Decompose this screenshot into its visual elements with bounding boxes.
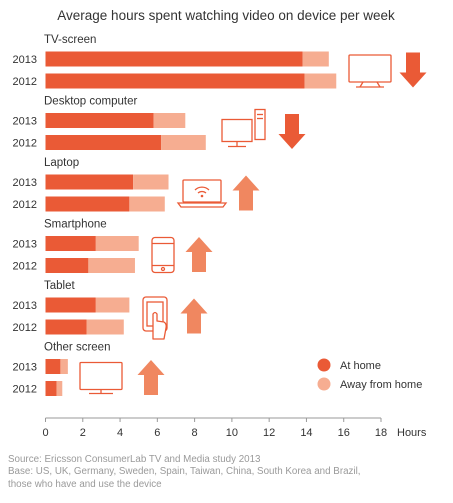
legend-label: Away from home [340,379,422,391]
year-label: 2012 [13,199,37,211]
year-label: 2013 [13,300,37,312]
year-label: 2012 [13,384,37,396]
device-group: Desktop computer 2013 2012 [13,96,306,150]
legend-label: At home [340,360,381,372]
year-label: 2013 [13,362,37,374]
device-group: Laptop 2013 2012 [13,157,260,212]
trend-down-arrow-icon [278,114,306,149]
x-tick-label: 10 [226,427,238,439]
laptop-screen-shape [182,179,222,203]
device-group: Other screen 2013 2012 [13,342,165,396]
laptop-base-shape [176,202,228,208]
bar-away-from-home [95,297,130,313]
bar-at-home [45,319,87,335]
base-note-line-2: those who have and use the device [8,478,162,490]
bar-away-from-home [302,51,329,67]
bar-away-from-home [56,381,63,396]
bar-away-from-home [95,236,139,251]
x-tick-label: 16 [338,427,350,439]
x-tick-label: 8 [192,427,198,439]
device-label: Other screen [44,342,110,354]
x-tick-label: 6 [154,427,160,439]
trend-up-arrow-icon [137,360,165,395]
bar-at-home [45,381,57,396]
tv-leg-shape [359,81,364,88]
year-label: 2013 [13,54,37,66]
desktop-tower-shape [254,108,266,141]
year-label: 2013 [13,239,37,251]
desktop-monitor-shape [221,118,253,143]
trend-down-arrow-icon [399,52,427,88]
chart-title: Average hours spent watching video on de… [57,8,395,23]
year-label: 2013 [13,116,37,128]
footer-notes: Source: Ericsson ConsumerLab TV and Medi… [8,454,448,491]
trend-up-arrow-icon [180,298,208,334]
bar-away-from-home [153,113,186,128]
device-group: Smartphone 2013 2012 [13,219,213,274]
bar-away-from-home [161,135,206,150]
trend-up-arrow-icon [232,175,260,211]
year-label: 2012 [13,261,37,273]
year-label: 2012 [13,138,37,150]
year-label: 2013 [13,177,37,189]
monitor-screen-shape [79,361,123,391]
bar-at-home [45,174,134,190]
chart: Average hours spent watching video on de… [13,8,427,439]
x-tick-label: 4 [117,427,123,439]
phone-home-button [160,266,166,272]
bar-at-home [45,236,96,251]
x-axis-label: Hours [397,427,427,439]
bar-at-home [45,196,130,212]
wifi-arc [194,186,210,191]
bar-at-home [45,73,305,89]
bar-at-home [45,359,61,374]
wifi-arc [197,190,207,194]
device-label: Desktop computer [44,96,137,108]
base-note-line-1: Base: US, UK, Germany, Sweden, Spain, Ta… [8,466,361,478]
bar-away-from-home [304,73,337,89]
x-tick-label: 2 [80,427,86,439]
x-tick-label: 14 [300,427,312,439]
year-label: 2012 [13,76,37,88]
source-note: Source: Ericsson ConsumerLab TV and Medi… [8,454,261,465]
x-tick-label: 12 [263,427,275,439]
bar-at-home [45,258,89,273]
bar-away-from-home [133,174,169,190]
device-group: TV-screen 2013 2012 [13,34,427,89]
device-label: Laptop [44,157,79,169]
x-tick-label: 18 [375,427,387,439]
bar-at-home [45,51,303,67]
device-label: TV-screen [44,34,96,46]
trend-up-arrow-icon [185,237,213,272]
bar-away-from-home [60,359,68,374]
legend-marker [317,358,331,372]
bar-at-home [45,297,96,313]
tv-leg-shape [376,81,381,88]
device-group: Tablet 2013 2012 [13,280,208,340]
bar-away-from-home [88,258,135,273]
x-tick-label: 0 [42,427,48,439]
bar-away-from-home [86,319,124,335]
bar-away-from-home [129,196,165,212]
hand-shape [152,311,167,340]
bar-at-home [45,135,162,150]
tv-screen-shape [348,54,392,83]
device-label: Tablet [44,280,75,292]
year-label: 2012 [13,322,37,334]
wifi-dot [200,194,204,198]
device-label: Smartphone [44,219,107,231]
bar-at-home [45,113,154,128]
phone-body-shape [151,236,175,274]
legend-marker [317,377,331,391]
